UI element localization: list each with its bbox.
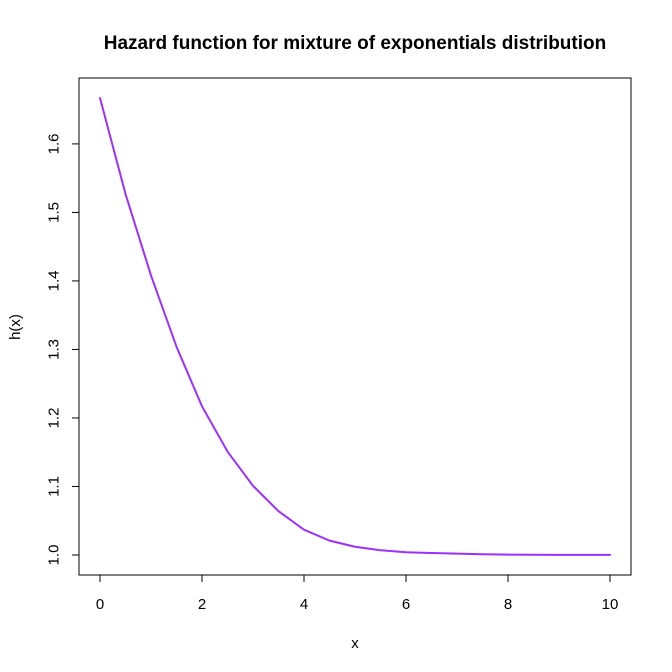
x-tick-label: 10 <box>602 596 619 613</box>
series-layer <box>99 97 611 556</box>
hazard-line-0 <box>99 97 611 556</box>
x-tick-label: 2 <box>198 596 206 613</box>
y-tick-label: 1.6 <box>46 133 63 154</box>
y-tick-label: 1.1 <box>46 476 63 497</box>
x-tick-label: 8 <box>504 596 512 613</box>
y-tick-label: 1.4 <box>46 271 63 292</box>
y-tick-label: 1.2 <box>46 408 63 429</box>
x-axis: 0 2 4 6 8 10 <box>96 574 619 613</box>
chart-title: Hazard function for mixture of exponenti… <box>104 33 606 54</box>
y-tick-label: 1.3 <box>46 339 63 360</box>
y-tick-label: 1.5 <box>46 202 63 223</box>
x-tick-label: 0 <box>96 596 104 613</box>
plot-frame <box>78 77 632 576</box>
x-tick-label: 4 <box>300 596 308 613</box>
y-axis-label: h(x) <box>7 314 24 340</box>
y-axis: 1.0 1.1 1.2 1.3 1.4 1.5 1.6 <box>46 133 80 565</box>
x-axis-label: x <box>351 635 359 652</box>
y-tick-label: 1.0 <box>46 545 63 566</box>
x-tick-label: 6 <box>402 596 410 613</box>
